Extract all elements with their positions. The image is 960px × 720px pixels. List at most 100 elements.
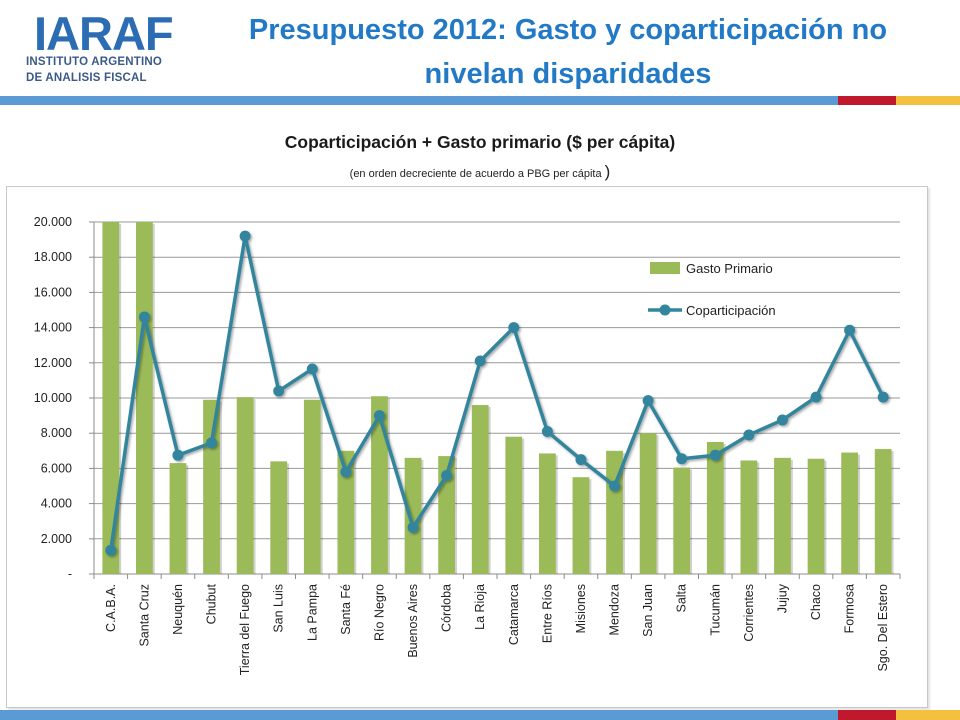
chart-title: Coparticipación + Gasto primario ($ per … — [284, 132, 676, 152]
header-stripe-blue — [0, 96, 838, 105]
point-coparticipacion — [575, 454, 587, 466]
point-coparticipacion — [709, 449, 721, 461]
y-tick-label: 20.000 — [34, 215, 72, 229]
chart-frame — [6, 186, 928, 708]
bar-gasto-primario — [673, 467, 691, 574]
page-title-line-1: Presupuesto 2012: Gasto y coparticipació… — [248, 14, 888, 46]
bar-gasto-primario — [538, 453, 556, 574]
point-coparticipacion — [609, 480, 621, 492]
point-coparticipacion — [441, 469, 453, 481]
logo-line-1: INSTITUTO ARGENTINO — [26, 56, 163, 68]
bar-gasto-primario — [169, 463, 187, 574]
point-coparticipacion — [776, 414, 788, 426]
bar-gasto-primario — [303, 399, 321, 574]
x-tick-label: Sgo. Del Estero — [876, 584, 890, 672]
iaraf-logo: IARAF INSTITUTO ARGENTINO DE ANALISIS FI… — [0, 0, 212, 100]
x-tick-label: San Luis — [272, 584, 286, 633]
x-tick-label: Córdoba — [440, 584, 454, 632]
bar-gasto-primario — [471, 405, 489, 574]
y-tick-label: 18.000 — [34, 250, 72, 264]
point-coparticipacion — [306, 363, 318, 375]
point-coparticipacion — [172, 449, 184, 461]
header-stripe-red — [838, 96, 896, 105]
point-coparticipacion — [541, 425, 553, 437]
chart-subtitle-close: ) — [604, 162, 611, 181]
logo-mark: IARAF — [34, 7, 174, 60]
y-tick-label: - — [68, 567, 72, 581]
x-tick-label: Corrientes — [742, 584, 756, 642]
bar-gasto-primario — [706, 442, 724, 574]
x-tick-label: Salta — [675, 584, 689, 613]
x-tick-label: C.A.B.A. — [104, 584, 118, 632]
x-tick-label: La Pampa — [305, 584, 319, 641]
line-coparticipacion — [109, 234, 885, 551]
bar-gasto-primario — [203, 399, 220, 574]
bar-gasto-primario — [572, 477, 590, 574]
point-coparticipacion — [138, 311, 150, 323]
x-tick-label: Entre Ríos — [540, 584, 554, 643]
bar-gasto-primario — [505, 436, 523, 574]
y-tick-label: 16.000 — [34, 285, 72, 299]
footer-stripe-red — [838, 710, 896, 720]
bar-gasto-primario — [639, 433, 657, 574]
x-tick-label: Santa Cruz — [137, 584, 151, 647]
bar-gasto-primario — [740, 460, 758, 574]
x-tick-label: Chaco — [809, 584, 823, 620]
point-coparticipacion — [877, 391, 889, 403]
bar-gasto-primario — [438, 456, 456, 574]
bar-gasto-primario — [841, 452, 859, 574]
x-tick-label: Neuquén — [171, 584, 185, 635]
y-tick-label: 10.000 — [34, 391, 72, 405]
bar-gasto-primario — [807, 458, 825, 574]
y-tick-label: 14.000 — [34, 321, 72, 335]
x-tick-label: Jujuy — [775, 583, 789, 613]
footer-stripe-yellow — [896, 710, 960, 720]
bar-gasto-primario — [270, 461, 288, 574]
point-coparticipacion — [508, 322, 520, 334]
point-coparticipacion — [407, 521, 419, 533]
y-tick-label: 12.000 — [34, 356, 72, 370]
legend-swatch-copa-marker — [659, 304, 671, 316]
bar-gasto-primario — [371, 396, 388, 574]
y-tick-label: 2.000 — [41, 532, 72, 546]
point-coparticipacion — [844, 324, 856, 336]
page-title-line-2: nivelan disparidades — [424, 58, 712, 90]
bar-gasto-primario — [874, 449, 892, 574]
y-tick-label: 8.000 — [41, 426, 72, 440]
point-coparticipacion — [810, 391, 822, 403]
page-title: Presupuesto 2012: Gasto y coparticipació… — [218, 8, 918, 96]
point-coparticipacion — [206, 437, 218, 449]
x-tick-label: Misiones — [574, 584, 588, 633]
x-tick-label: San Juan — [641, 584, 655, 637]
header-stripe-yellow — [896, 96, 960, 105]
x-tick-label: La Rioja — [473, 584, 487, 630]
bar-gasto-primario — [102, 222, 120, 574]
point-coparticipacion — [743, 429, 755, 441]
point-coparticipacion — [474, 355, 486, 367]
point-coparticipacion — [676, 453, 688, 465]
x-tick-label: Buenos Aires — [406, 584, 420, 658]
legend-label-gasto: Gasto Primario — [686, 261, 773, 276]
x-tick-label: Tierra del Fuego — [238, 584, 252, 675]
x-tick-label: Santa Fé — [339, 584, 353, 635]
x-tick-label: Mendoza — [608, 584, 622, 635]
legend-label-copa: Coparticipación — [686, 303, 776, 318]
bar-gasto-primario — [236, 397, 254, 574]
logo-line-2: DE ANALISIS FISCAL — [26, 72, 147, 84]
footer-stripe-blue — [0, 710, 838, 720]
y-tick-label: 4.000 — [41, 497, 72, 511]
x-tick-label: Chubut — [205, 583, 219, 624]
point-coparticipacion — [105, 544, 117, 556]
bar-gasto-primario — [135, 222, 153, 574]
legend-swatch-gasto — [650, 262, 680, 274]
chart-subtitle: (en orden decreciente de acuerdo a PBG p… — [120, 162, 840, 182]
x-tick-label: Catamarca — [507, 584, 521, 645]
x-tick-label: Formosa — [843, 584, 857, 633]
y-tick-label: 6.000 — [41, 461, 72, 475]
bar-gasto-primario — [404, 457, 422, 574]
chart-subtitle-text: (en orden decreciente de acuerdo a PBG p… — [349, 168, 602, 180]
x-tick-label: Río Negro — [372, 584, 386, 641]
x-tick-label: Tucumán — [708, 584, 722, 636]
point-coparticipacion — [273, 385, 285, 397]
